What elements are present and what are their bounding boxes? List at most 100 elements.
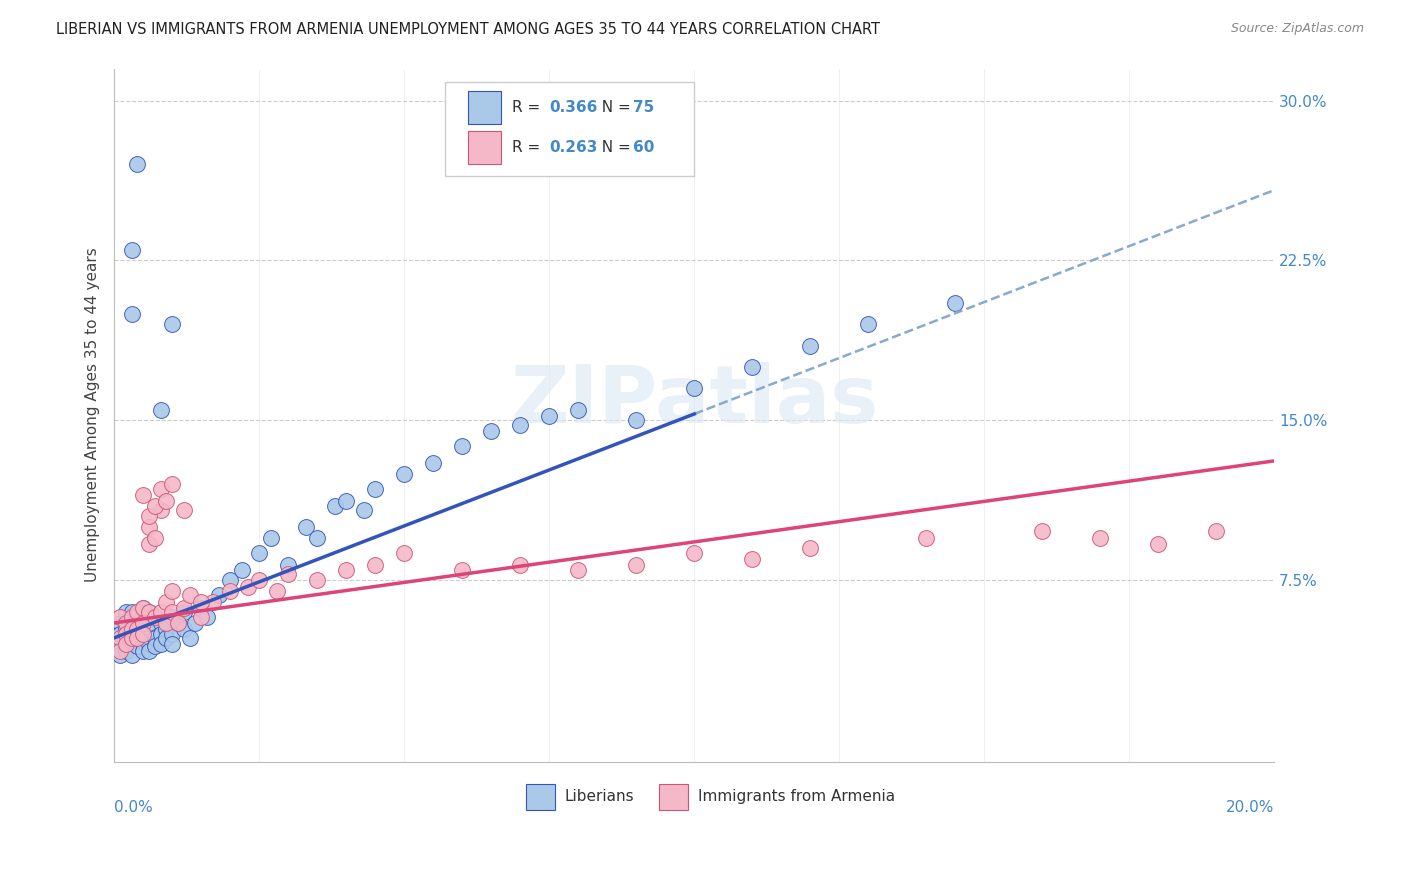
Text: ZIPatlas: ZIPatlas	[510, 362, 879, 440]
Point	[943, 296, 966, 310]
Point	[108, 637, 131, 651]
Point	[127, 605, 149, 619]
Point	[190, 601, 212, 615]
Point	[1205, 524, 1227, 539]
Point	[184, 615, 207, 630]
Point	[353, 503, 375, 517]
Point	[143, 499, 166, 513]
Point	[143, 531, 166, 545]
Point	[138, 537, 160, 551]
Point	[132, 601, 155, 615]
Point	[108, 643, 131, 657]
Point	[567, 402, 589, 417]
Point	[127, 623, 149, 637]
Point	[155, 623, 177, 637]
Point	[173, 503, 195, 517]
Point	[149, 402, 172, 417]
Text: N =: N =	[592, 140, 636, 155]
Text: R =: R =	[512, 100, 546, 115]
Point	[127, 640, 149, 654]
FancyBboxPatch shape	[468, 91, 501, 124]
Point	[114, 631, 136, 645]
Text: N =: N =	[592, 100, 636, 115]
Text: 0.366: 0.366	[550, 100, 598, 115]
Text: 20.0%: 20.0%	[1226, 800, 1274, 815]
Point	[121, 631, 143, 645]
Text: Liberians: Liberians	[564, 789, 634, 805]
Point	[335, 494, 357, 508]
Point	[149, 503, 172, 517]
Point	[155, 615, 177, 630]
Point	[173, 601, 195, 615]
Point	[127, 631, 149, 645]
Point	[143, 640, 166, 654]
Point	[179, 588, 201, 602]
Point	[915, 531, 938, 545]
Point	[132, 614, 155, 628]
Point	[132, 626, 155, 640]
Point	[121, 307, 143, 321]
Point	[394, 467, 416, 481]
Point	[422, 456, 444, 470]
Point	[394, 545, 416, 559]
Point	[143, 631, 166, 645]
Point	[207, 588, 229, 602]
Point	[1090, 531, 1112, 545]
Point	[799, 339, 821, 353]
Point	[683, 381, 706, 395]
Point	[155, 594, 177, 608]
FancyBboxPatch shape	[468, 131, 501, 164]
Point	[451, 563, 474, 577]
Point	[132, 626, 155, 640]
Point	[195, 609, 218, 624]
Point	[219, 574, 242, 588]
Point	[149, 637, 172, 651]
Point	[114, 605, 136, 619]
Point	[335, 563, 357, 577]
Point	[108, 626, 131, 640]
Point	[138, 605, 160, 619]
Point	[108, 631, 131, 645]
Point	[190, 609, 212, 624]
Point	[741, 359, 763, 374]
Point	[160, 637, 183, 651]
Point	[138, 520, 160, 534]
FancyBboxPatch shape	[444, 82, 695, 176]
Point	[451, 439, 474, 453]
Point	[114, 643, 136, 657]
Point	[364, 482, 387, 496]
Point	[1031, 524, 1053, 539]
Text: LIBERIAN VS IMMIGRANTS FROM ARMENIA UNEMPLOYMENT AMONG AGES 35 TO 44 YEARS CORRE: LIBERIAN VS IMMIGRANTS FROM ARMENIA UNEM…	[56, 22, 880, 37]
Point	[626, 558, 648, 573]
Point	[121, 623, 143, 637]
Point	[509, 558, 531, 573]
Point	[114, 637, 136, 651]
Point	[294, 520, 316, 534]
Point	[173, 605, 195, 619]
Point	[132, 635, 155, 649]
Point	[138, 615, 160, 630]
Point	[260, 531, 283, 545]
FancyBboxPatch shape	[659, 784, 689, 810]
Point	[143, 609, 166, 624]
Text: R =: R =	[512, 140, 546, 155]
Point	[149, 615, 172, 630]
Point	[121, 648, 143, 662]
Point	[160, 318, 183, 332]
Point	[121, 243, 143, 257]
Point	[741, 552, 763, 566]
Point	[277, 566, 299, 581]
Point	[138, 643, 160, 657]
Point	[121, 609, 143, 624]
Point	[858, 318, 880, 332]
Point	[155, 494, 177, 508]
Y-axis label: Unemployment Among Ages 35 to 44 years: Unemployment Among Ages 35 to 44 years	[86, 248, 100, 582]
Point	[479, 424, 502, 438]
Point	[127, 623, 149, 637]
Point	[266, 583, 288, 598]
Point	[277, 558, 299, 573]
Point	[108, 648, 131, 662]
Point	[160, 626, 183, 640]
Point	[626, 413, 648, 427]
Point	[683, 545, 706, 559]
